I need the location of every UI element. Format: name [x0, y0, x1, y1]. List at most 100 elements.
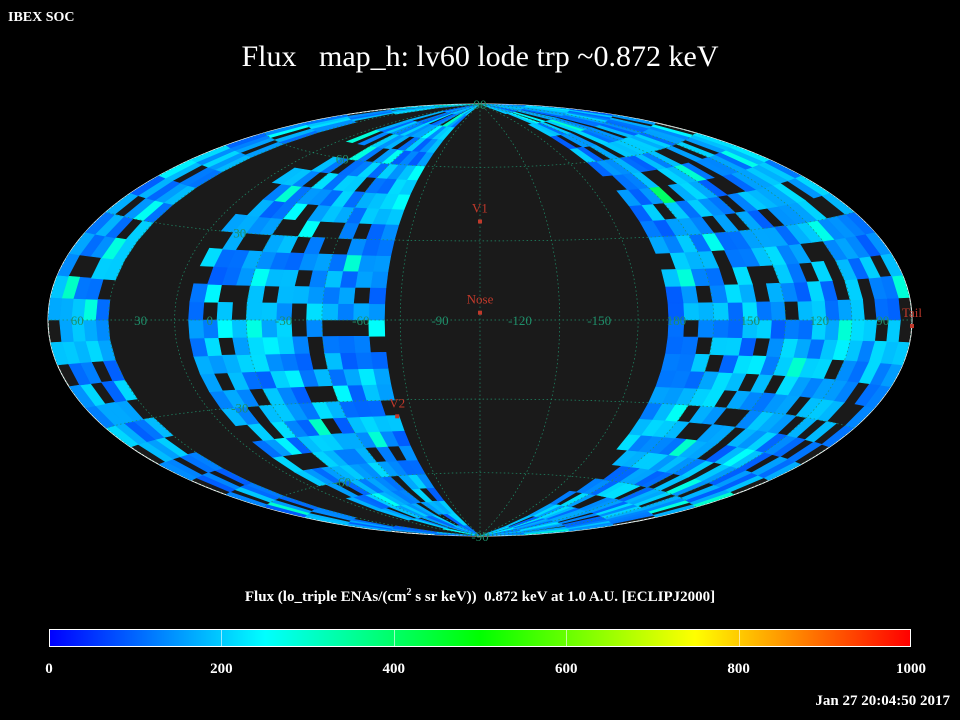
chart-title: Flux map_h: lv60 lode trp ~0.872 keV [241, 40, 719, 73]
flux-pixel [322, 286, 341, 304]
timestamp: Jan 27 20:04:50 2017 [815, 693, 950, 709]
longitude-label: 30 [134, 313, 147, 328]
colorbar-tick-mark [566, 629, 568, 647]
parallel-line [105, 211, 855, 242]
marker-dot [395, 414, 400, 419]
latitude-label: 90 [474, 97, 487, 112]
latitude-label: 60 [336, 151, 349, 166]
flux-pixel [709, 284, 728, 304]
flux-pixel [345, 496, 382, 511]
longitude-label: -30 [275, 313, 292, 328]
flux-pixel [849, 299, 865, 321]
latitude-label: -90 [471, 529, 488, 544]
flux-pixel [291, 336, 310, 354]
colorbar [49, 629, 911, 647]
flux-pixel [459, 104, 481, 116]
colorbar-title-superscript: 2 [406, 587, 412, 598]
flux-pixel [245, 302, 263, 321]
flux-pixel [680, 285, 699, 304]
flux-pixel [337, 303, 354, 321]
flux-pixel [661, 269, 681, 287]
flux-pixel [697, 319, 715, 338]
flux-pixel [95, 299, 111, 321]
colorbar-tick-mark [393, 629, 395, 647]
flux-pixel [769, 319, 786, 339]
flux-pixel [527, 123, 557, 137]
flux-pixel [765, 282, 785, 303]
colorbar-title-suffix: s sr keV)) 0.872 keV at 1.0 A.U. [ECLIPJ… [411, 589, 716, 605]
flux-pixel [271, 167, 304, 185]
colorbar-tick-label: 400 [382, 661, 406, 677]
colorbar-tick-mark [221, 629, 223, 647]
flux-pixel [48, 297, 63, 321]
marker-label: V1 [472, 201, 488, 216]
longitude-label: -120 [508, 313, 532, 328]
longitude-label: 90 [876, 313, 889, 328]
flux-pixel [276, 336, 295, 355]
longitude-label: -90 [431, 313, 448, 328]
flux-pixel [368, 287, 387, 305]
flux-pixel [667, 183, 698, 202]
flux-pixel [95, 319, 111, 341]
flux-pixel [442, 528, 481, 536]
flux-pixel [353, 335, 371, 353]
latitude-label: -60 [334, 475, 351, 490]
flux-pixels [48, 104, 911, 536]
flux-pixel [322, 336, 341, 354]
position-markers: V1 Nose V2 Tail [389, 201, 922, 419]
flux-pixel [252, 440, 283, 458]
flux-pixel [82, 298, 98, 321]
flux-pixel [216, 319, 233, 339]
meridian-line [107, 104, 481, 536]
flux-pixel [709, 336, 728, 356]
colorbar-tick-mark [738, 629, 740, 647]
flux-pixel [370, 271, 389, 289]
flux-pixel [337, 286, 356, 305]
flux-pixel [216, 301, 233, 321]
parallel-line [263, 132, 697, 168]
colorbar-title: Flux (lo_triple ENAs/(cm2 s sr keV)) 0.8… [0, 587, 960, 606]
longitude-label: 180 [667, 313, 687, 328]
parallel-line [105, 398, 855, 429]
flux-pixel [291, 286, 310, 304]
flux-pixel [616, 189, 642, 207]
flux-pixel [862, 319, 878, 342]
flux-pixel [245, 319, 263, 338]
flux-pixel [220, 213, 248, 233]
flux-pixel [354, 352, 374, 370]
meridian-line [399, 104, 481, 536]
colorbar-title-prefix: Flux (lo_triple ENAs/(cm [244, 589, 407, 605]
flux-pixel [188, 319, 205, 339]
meridian-line [479, 104, 715, 536]
longitude-label: 0 [207, 313, 214, 328]
longitude-label: -150 [587, 313, 611, 328]
longitude-label: -60 [352, 313, 369, 328]
flux-pixel [479, 104, 515, 113]
marker-dot [910, 324, 914, 328]
marker-label: Nose [467, 292, 494, 307]
flux-pixel [276, 285, 295, 304]
longitude-label: 60 [71, 313, 84, 328]
marker-dot [478, 310, 482, 315]
flux-pixel [321, 303, 339, 321]
marker-label: V2 [389, 395, 405, 410]
flux-pixel [246, 285, 266, 304]
marker-label: Tail [902, 305, 922, 320]
colorbar-tick-label: 0 [45, 661, 53, 677]
flux-pixel [549, 490, 578, 505]
flux-pixel [697, 302, 715, 321]
flux-pixel [199, 247, 223, 267]
colorbar-tick-label: 600 [554, 661, 578, 677]
flux-pixel [575, 478, 605, 494]
flux-pixel [680, 336, 699, 355]
flux-pixel [306, 302, 323, 321]
flux-pixel [188, 301, 205, 321]
flux-pixel [479, 104, 508, 115]
flux-pixel [231, 319, 248, 338]
flux-pixel [337, 335, 356, 354]
flux-pixel [665, 336, 684, 355]
flux-pixel [82, 319, 98, 342]
flux-pixel [849, 319, 865, 341]
flux-pixel [189, 283, 208, 303]
